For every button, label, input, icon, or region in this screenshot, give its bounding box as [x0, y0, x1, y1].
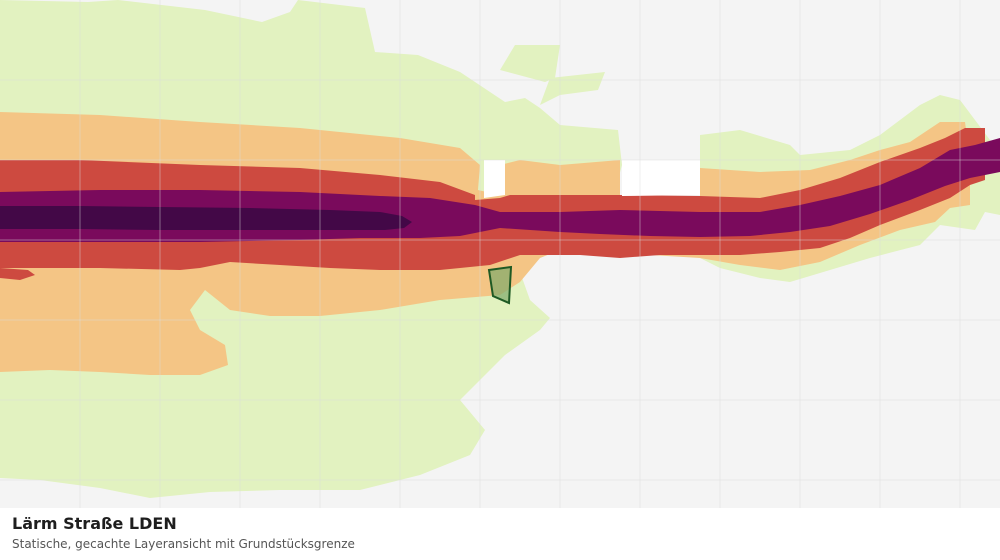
noise-zone-3-west-tail: [0, 268, 35, 280]
map-title: Lärm Straße LDEN: [12, 514, 177, 533]
noise-zone-1-north-patch-2: [540, 72, 605, 105]
map-view[interactable]: [0, 0, 1000, 508]
map-subtitle: Statische, gecachte Layeransicht mit Gru…: [12, 537, 355, 551]
parcel-boundary[interactable]: [487, 265, 513, 305]
noise-zone-5: [0, 206, 412, 230]
map-tile-gap-2: [622, 160, 700, 196]
map-tile-gap-1: [484, 160, 505, 198]
noise-zone-1-north-patch: [500, 45, 560, 82]
map-tile-gaps: [484, 160, 700, 198]
map-grid-overlay: [0, 0, 1000, 508]
noise-map: [0, 0, 1000, 508]
noise-zone-5-core: [0, 206, 412, 230]
map-caption: Lärm Straße LDEN Statische, gecachte Lay…: [0, 508, 1000, 560]
